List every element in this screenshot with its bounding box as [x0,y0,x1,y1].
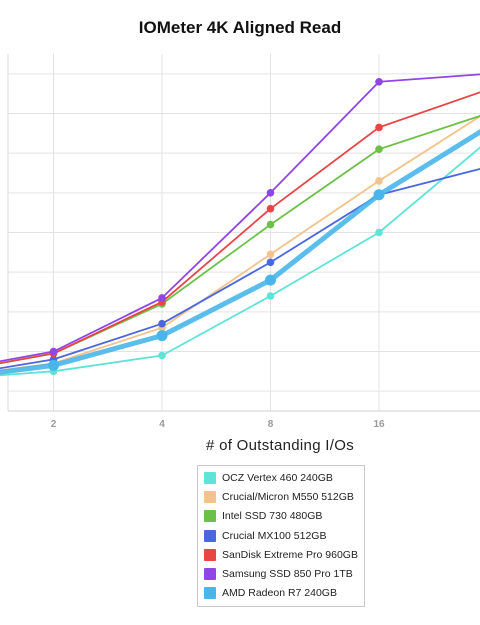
legend-item: SanDisk Extreme Pro 960GB [198,545,364,564]
legend-item: AMD Radeon R7 240GB [198,584,364,603]
data-point [373,189,385,201]
x-axis-label: # of Outstanding I/Os [205,437,355,454]
legend-swatch [204,587,216,600]
data-point [49,347,58,356]
series-line [0,129,480,375]
series-line [0,115,480,365]
data-point [266,189,275,197]
legend-label: Crucial/Micron M550 512GB [222,490,354,503]
legend-label: Intel SSD 730 480GB [222,510,323,523]
series-line [0,167,480,370]
x-tick-label: 16 [373,419,385,430]
data-point [266,220,275,229]
data-point [375,228,383,237]
data-point [266,250,275,259]
legend-item: Crucial MX100 512GB [198,526,364,545]
legend-swatch [204,490,216,503]
legend-item: OCZ Vertex 460 240GB [198,468,364,487]
series-line [0,91,480,365]
x-tick-label: 8 [268,419,274,430]
line-chart: 2 4 8 16 [0,54,480,430]
series-line [0,73,480,363]
x-tick-label: 2 [51,419,57,430]
series-line [0,146,480,377]
legend-swatch [204,510,216,523]
data-point [266,292,275,300]
legend-swatch [204,568,216,581]
data-point [156,330,168,342]
data-point [265,274,276,286]
legend: OCZ Vertex 460 240GB Crucial/Micron M550 … [197,465,365,608]
series-line [0,115,480,372]
legend-label: SanDisk Extreme Pro 960GB [222,548,358,561]
series-group [0,73,480,377]
chart-title: IOMeter 4K Aligned Read [138,18,342,37]
data-point [375,123,383,132]
data-point [266,204,275,213]
legend-swatch [204,548,216,561]
data-point [48,359,59,371]
legend-label: Crucial MX100 512GB [222,529,327,542]
legend-swatch [204,471,216,484]
data-point [158,319,166,328]
data-point [266,258,275,267]
legend-label: AMD Radeon R7 240GB [222,587,337,600]
data-point [375,177,383,185]
legend-item: Crucial/Micron M550 512GB [198,487,364,506]
x-tick-label: 4 [159,419,165,430]
data-point [158,294,166,302]
legend-swatch [204,529,216,542]
legend-item: Intel SSD 730 480GB [198,507,364,526]
data-point [375,145,383,153]
legend-item: Samsung SSD 850 Pro 1TB [198,564,364,583]
data-point [158,351,166,360]
legend-label: OCZ Vertex 460 240GB [222,471,333,484]
data-point [375,78,383,86]
legend-label: Samsung SSD 850 Pro 1TB [222,568,353,581]
